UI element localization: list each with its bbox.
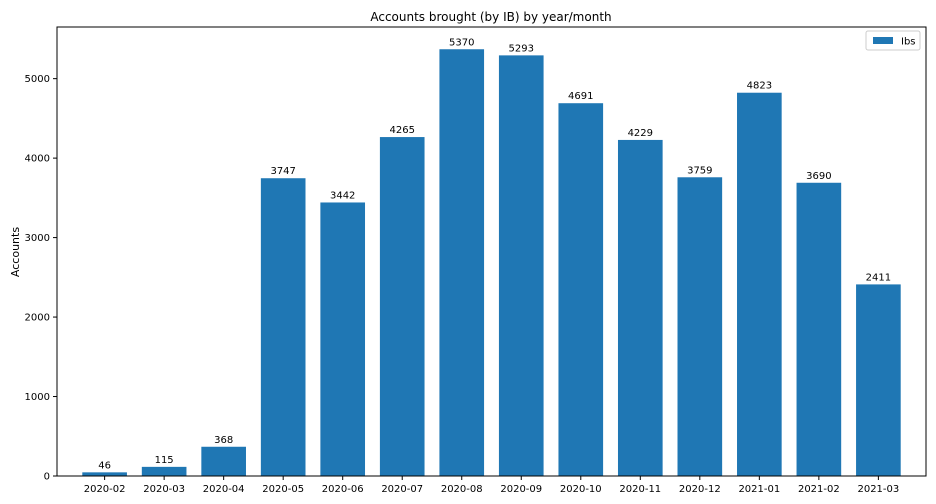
y-tick-label-3000: 3000 — [25, 233, 50, 244]
data-label-2020-05: 3747 — [270, 166, 295, 177]
bar-2021-02 — [796, 182, 842, 476]
x-tick-label-2020-04: 2020-04 — [203, 484, 245, 495]
legend-swatch-ibs — [873, 37, 893, 44]
y-tick-label-4000: 4000 — [25, 154, 50, 165]
x-axis-ticks: 2020-02 2020-03 2020-04 2020-05 2020-06 2020-… — [84, 476, 899, 495]
x-tick-label-2021-03: 2021-03 — [857, 484, 899, 495]
x-tick-label-2020-08: 2020-08 — [441, 484, 483, 495]
data-label-2021-01: 4823 — [747, 81, 772, 92]
x-tick-label-2021-02: 2021-02 — [798, 484, 840, 495]
x-tick-label-2020-05: 2020-05 — [262, 484, 304, 495]
y-tick-label-1000: 1000 — [25, 392, 50, 403]
data-label-2020-04: 368 — [214, 435, 233, 446]
bar-2020-08 — [439, 49, 485, 476]
y-axis-ticks: 0 1000 2000 3000 4000 5000 — [25, 74, 57, 483]
data-label-2020-11: 4229 — [628, 128, 653, 139]
bar-2020-04 — [201, 446, 246, 476]
y-tick-label-0: 0 — [44, 472, 50, 483]
bar-2020-02 — [82, 472, 127, 476]
bar-2020-12 — [677, 177, 723, 476]
x-tick-label-2020-09: 2020-09 — [500, 484, 542, 495]
bar-2020-07 — [379, 137, 425, 476]
y-tick-label-5000: 5000 — [25, 74, 50, 85]
bar-2020-05 — [260, 178, 306, 477]
bars-group — [82, 49, 901, 477]
chart-title: Accounts brought (by IB) by year/month — [370, 10, 611, 24]
data-label-2021-03: 2411 — [866, 272, 891, 283]
data-label-2020-06: 3442 — [330, 190, 355, 201]
bar-2021-01 — [737, 92, 782, 476]
y-axis-label: Accounts — [9, 227, 22, 277]
data-label-2020-09: 5293 — [509, 43, 534, 54]
x-tick-label-2021-01: 2021-01 — [738, 484, 780, 495]
bar-2020-09 — [498, 55, 544, 477]
data-label-2020-12: 3759 — [687, 165, 712, 176]
data-labels-group: 46 115 368 3747 3442 4265 5370 5293 4691 4229 3759… — [98, 37, 891, 471]
x-tick-label-2020-07: 2020-07 — [381, 484, 423, 495]
x-tick-label-2020-03: 2020-03 — [143, 484, 185, 495]
y-tick-label-2000: 2000 — [25, 313, 50, 324]
bar-2020-06 — [320, 202, 366, 476]
data-label-2020-08: 5370 — [449, 37, 474, 48]
data-label-2020-02: 46 — [98, 460, 111, 471]
x-tick-label-2020-11: 2020-11 — [619, 484, 661, 495]
data-label-2020-07: 4265 — [389, 125, 414, 136]
bar-2021-03 — [856, 284, 901, 476]
data-label-2020-10: 4691 — [568, 91, 593, 102]
bar-2020-03 — [141, 466, 187, 476]
x-tick-label-2020-02: 2020-02 — [84, 484, 126, 495]
x-tick-label-2020-10: 2020-10 — [560, 484, 602, 495]
x-tick-label-2020-12: 2020-12 — [679, 484, 721, 495]
bar-2020-10 — [558, 103, 604, 477]
data-label-2020-03: 115 — [155, 455, 174, 466]
x-tick-label-2020-06: 2020-06 — [322, 484, 364, 495]
legend: Ibs — [865, 30, 921, 51]
legend-label-ibs: Ibs — [901, 37, 916, 48]
data-label-2021-02: 3690 — [806, 171, 831, 182]
plot-area-frame — [56, 26, 927, 477]
bar-2020-11 — [617, 139, 663, 476]
